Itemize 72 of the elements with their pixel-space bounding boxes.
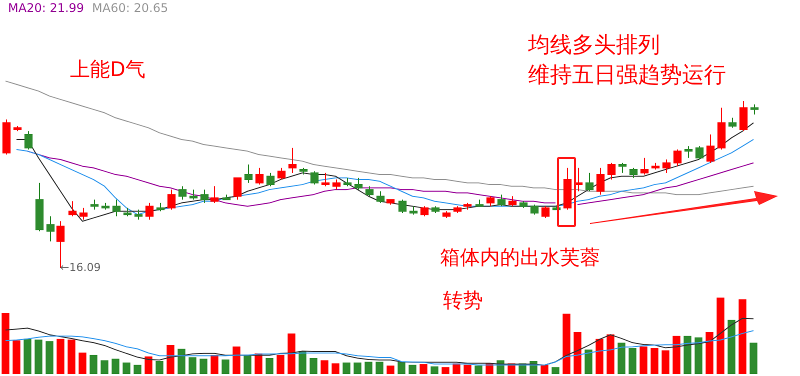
bar xyxy=(408,364,416,374)
bar xyxy=(562,314,570,374)
bar xyxy=(276,354,284,374)
text: 维持五日强趋势运行 xyxy=(528,63,726,88)
bar xyxy=(320,360,328,374)
bar xyxy=(342,362,350,374)
bar xyxy=(442,367,450,374)
bar xyxy=(706,332,714,374)
bar xyxy=(628,348,636,374)
text: 上能D气 xyxy=(70,57,146,81)
bar xyxy=(464,364,472,374)
bar xyxy=(430,366,438,374)
text: MA60: 20.65 xyxy=(92,1,168,15)
text: 均线多头排列 xyxy=(528,33,660,58)
bar xyxy=(540,364,548,374)
bar xyxy=(386,366,394,374)
bar xyxy=(134,364,142,374)
bar xyxy=(728,320,736,374)
bar xyxy=(596,338,604,374)
bar xyxy=(78,352,86,374)
bar xyxy=(156,361,164,374)
bar xyxy=(354,362,362,374)
bar xyxy=(672,336,680,374)
bar xyxy=(376,362,384,374)
bar xyxy=(452,363,460,374)
bar xyxy=(90,354,98,374)
bar xyxy=(310,358,318,374)
bar xyxy=(178,348,186,374)
bar xyxy=(332,363,340,374)
bar xyxy=(46,341,54,374)
text: MA20: 21.99 xyxy=(8,1,84,15)
bar xyxy=(750,342,758,374)
bar xyxy=(68,340,76,374)
bar xyxy=(474,366,482,374)
bar xyxy=(694,337,702,374)
bar xyxy=(166,345,174,374)
annotation: 转势 xyxy=(443,288,483,312)
bar xyxy=(584,350,592,374)
bar xyxy=(122,362,130,374)
bar xyxy=(364,362,372,374)
bar xyxy=(200,358,208,374)
bar xyxy=(144,356,152,374)
bar xyxy=(618,342,626,374)
annotation: 箱体内的出水芙蓉 xyxy=(440,245,600,269)
bar xyxy=(398,362,406,374)
bar xyxy=(254,353,262,374)
bar xyxy=(606,334,614,374)
bar xyxy=(662,350,670,374)
annotation: ←16.09 xyxy=(60,261,101,274)
bar xyxy=(552,367,560,374)
bar xyxy=(298,351,306,374)
bar xyxy=(112,358,120,374)
bar xyxy=(56,338,64,374)
bar xyxy=(232,346,240,374)
bar xyxy=(684,336,692,374)
bar xyxy=(100,360,108,374)
bar xyxy=(12,340,20,374)
bar xyxy=(24,338,32,374)
bar xyxy=(420,364,428,374)
bar xyxy=(2,312,10,374)
bar xyxy=(738,299,746,374)
bar xyxy=(640,346,648,374)
bar xyxy=(210,354,218,374)
bar xyxy=(34,340,42,374)
bar xyxy=(222,360,230,374)
bar xyxy=(244,354,252,374)
bar xyxy=(188,357,196,374)
bar xyxy=(266,358,274,374)
bar xyxy=(288,334,296,374)
bar xyxy=(574,332,582,374)
bar xyxy=(650,348,658,374)
bar xyxy=(716,298,724,374)
